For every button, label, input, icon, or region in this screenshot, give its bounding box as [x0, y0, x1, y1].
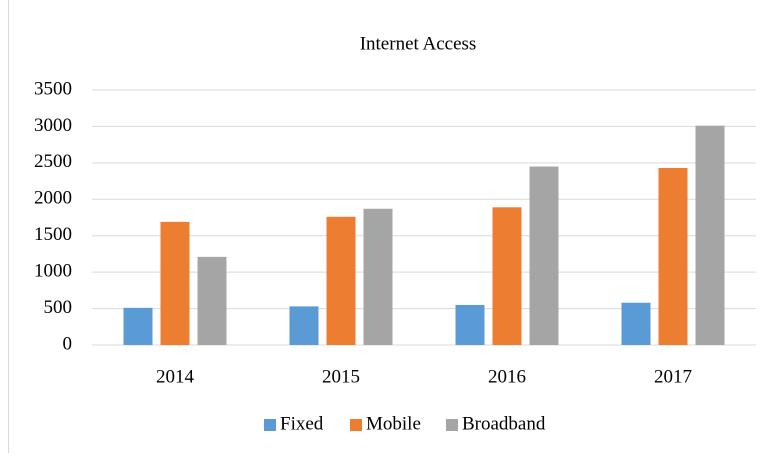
legend-swatch [446, 419, 458, 431]
legend-label: Mobile [366, 413, 421, 434]
y-tick-label: 500 [44, 297, 73, 318]
legend-swatch [350, 419, 362, 431]
y-tick-label: 2500 [34, 151, 72, 172]
bar [327, 217, 356, 345]
bar [364, 209, 393, 345]
y-tick-label: 3000 [34, 115, 72, 136]
y-tick-label: 0 [63, 333, 73, 354]
legend-swatch [264, 419, 276, 431]
y-tick-label: 1000 [34, 261, 72, 282]
bar [696, 126, 725, 345]
bar [622, 303, 651, 345]
chart-title: Internet Access [360, 33, 477, 54]
legend-label: Broadband [462, 413, 546, 434]
y-tick-label: 2000 [34, 188, 72, 209]
x-tick-label: 2017 [654, 366, 692, 387]
bar [124, 308, 153, 345]
bar [493, 207, 522, 345]
x-tick-label: 2015 [322, 366, 360, 387]
x-tick-label: 2016 [488, 366, 526, 387]
bar [659, 168, 688, 345]
bar [198, 257, 227, 345]
y-tick-label: 3500 [34, 78, 72, 99]
bar [161, 222, 190, 345]
x-tick-label: 2014 [156, 366, 195, 387]
bar [456, 305, 485, 345]
y-tick-label: 1500 [34, 224, 72, 245]
legend-label: Fixed [280, 413, 324, 434]
bar [290, 306, 319, 345]
bar [530, 167, 559, 346]
